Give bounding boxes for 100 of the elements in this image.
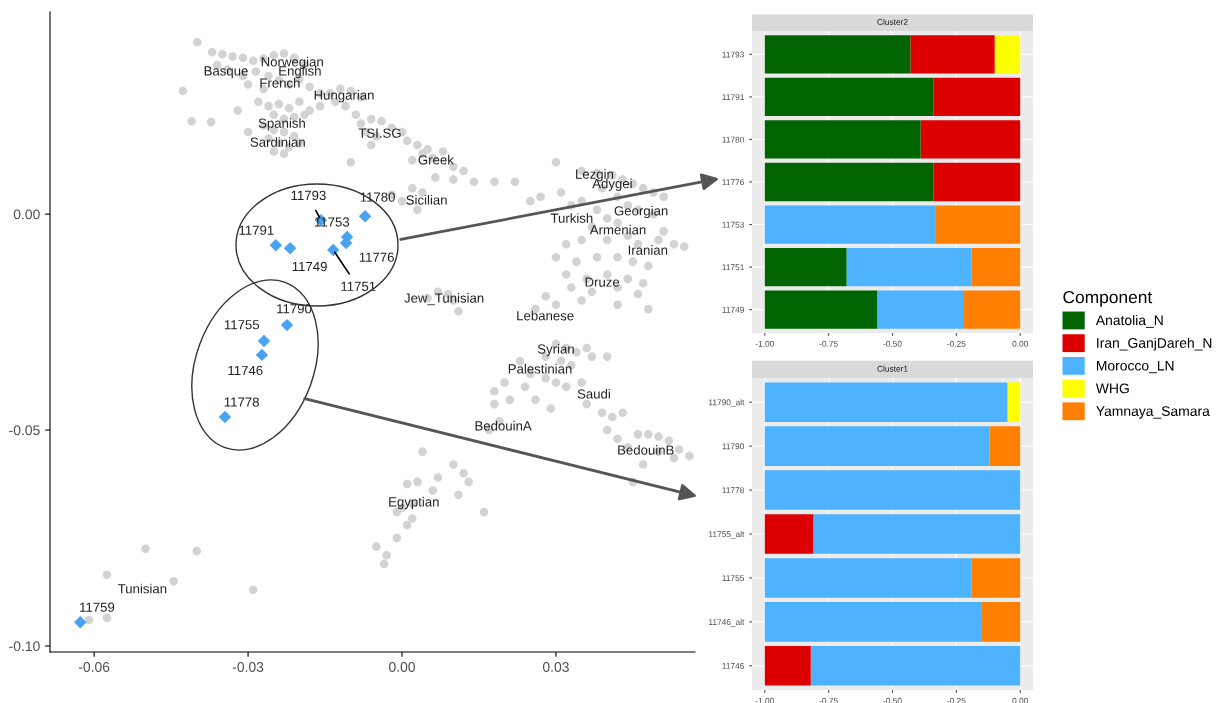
bar (1007, 382, 1021, 422)
annotation: Georgian (614, 205, 668, 219)
x-tick-label: -0.75 (819, 340, 838, 347)
bar (764, 514, 814, 554)
y-tick-label: 11749 (722, 306, 744, 313)
bar (764, 120, 921, 159)
bar (764, 470, 1021, 510)
bar (933, 162, 1021, 202)
annotation: Druze (585, 277, 620, 287)
bar (764, 205, 936, 244)
bar (764, 162, 934, 202)
bar (981, 602, 1021, 642)
point (74, 615, 87, 629)
chart-title: Cluster1 (877, 365, 908, 372)
series-label: 11791 (239, 225, 274, 235)
annotation: Tunisian (117, 583, 167, 594)
point (269, 238, 282, 252)
bar (877, 290, 965, 329)
x-tick-label: -0.06 (78, 662, 110, 672)
y-tick-label: -0.10 (9, 641, 40, 652)
point (280, 318, 294, 332)
x-tick-label: -1.00 (755, 340, 774, 347)
legend-label: Anatolia_N (1095, 314, 1163, 328)
annotation: Greek (418, 154, 454, 165)
bar (971, 558, 1021, 598)
point (327, 243, 340, 257)
series-label: 11755 (224, 320, 260, 330)
bar (846, 247, 972, 287)
point (283, 242, 297, 255)
legend-label: Yamnaya_Samara (1096, 406, 1210, 419)
bar (964, 290, 1021, 329)
series-label: 11759 (80, 602, 115, 612)
legend-label: Morocco_LN (1096, 360, 1174, 374)
annotation: Sardinian (250, 137, 305, 147)
x-tick-label: -0.50 (883, 340, 902, 347)
x-tick-label: -0.25 (947, 340, 966, 347)
annotation: Spanish (258, 118, 305, 131)
annotation: TSI.SG (358, 128, 401, 138)
bar (764, 426, 990, 466)
bar (764, 35, 911, 74)
bar (910, 35, 995, 74)
y-tick-label: 11791 (722, 94, 744, 101)
y-tick-label: 11778 (722, 487, 744, 494)
legend-title: Component (1063, 290, 1153, 307)
annotation: Hungarian (314, 90, 374, 103)
x-tick-label: 0.00 (1012, 697, 1029, 703)
y-tick-label: 11790 (722, 443, 745, 450)
annotation: Jew_Tunisian (404, 293, 484, 306)
point (257, 334, 271, 348)
annotation: Saudi (577, 388, 610, 399)
x-tick-label: 0.00 (389, 662, 415, 672)
text: 11751 (341, 281, 376, 291)
annotation: Egyptian (389, 496, 439, 510)
x-tick-label: -0.75 (819, 697, 838, 703)
series-label: 11793 (291, 190, 326, 201)
series-label: 11749 (292, 261, 327, 272)
x-tick-label: -0.50 (883, 697, 902, 703)
y-tick-label: 11790_alt (709, 399, 745, 407)
bar (920, 120, 1021, 159)
y-tick-label: -0.05 (9, 425, 40, 436)
bar (813, 514, 1021, 554)
bar (764, 247, 847, 287)
bar (764, 382, 1008, 422)
y-tick-label: 11755 (722, 575, 745, 582)
x-tick-label: -0.03 (232, 662, 264, 672)
series-label: 11778 (224, 397, 259, 407)
point (255, 348, 269, 362)
annotation: Basque (204, 66, 248, 79)
y-tick-label: 11793 (722, 51, 744, 58)
chart-title: Cluster2 (877, 18, 908, 25)
x-tick-label: 0.03 (542, 662, 569, 672)
y-tick-label: 11780 (722, 136, 745, 143)
bar (810, 646, 1021, 686)
annotation: BedouinA (475, 420, 532, 431)
bar (994, 35, 1021, 74)
x-tick-label: -0.25 (947, 697, 966, 703)
y-tick-label: 11751 (722, 264, 744, 271)
annotation: Turkish (550, 213, 593, 223)
series-label: 11790 (277, 304, 312, 314)
annotation: Iranian (628, 245, 668, 255)
annotation: Sicilian (406, 195, 447, 205)
bar (971, 247, 1021, 287)
y-tick-label: 11776 (722, 179, 744, 186)
annotation: Lebanese (517, 310, 574, 321)
bar (933, 77, 1021, 117)
annotation: Armenian (589, 224, 646, 235)
y-tick-label: 11753 (722, 221, 744, 228)
legend-label: Iran_GanjDareh_N (1097, 337, 1212, 351)
point (358, 210, 372, 223)
series-label: 11776 (359, 252, 394, 262)
bar (764, 77, 934, 117)
bar (764, 646, 811, 686)
x-tick-label: -1.00 (755, 697, 774, 703)
annotation: Syrian (537, 343, 574, 357)
point (218, 410, 232, 424)
y-tick-label: 0.00 (13, 209, 40, 220)
bar (989, 426, 1021, 466)
x-tick-label: 0.00 (1012, 340, 1029, 347)
y-tick-label: 11755_alt (709, 530, 745, 539)
annotation: French (260, 77, 300, 88)
